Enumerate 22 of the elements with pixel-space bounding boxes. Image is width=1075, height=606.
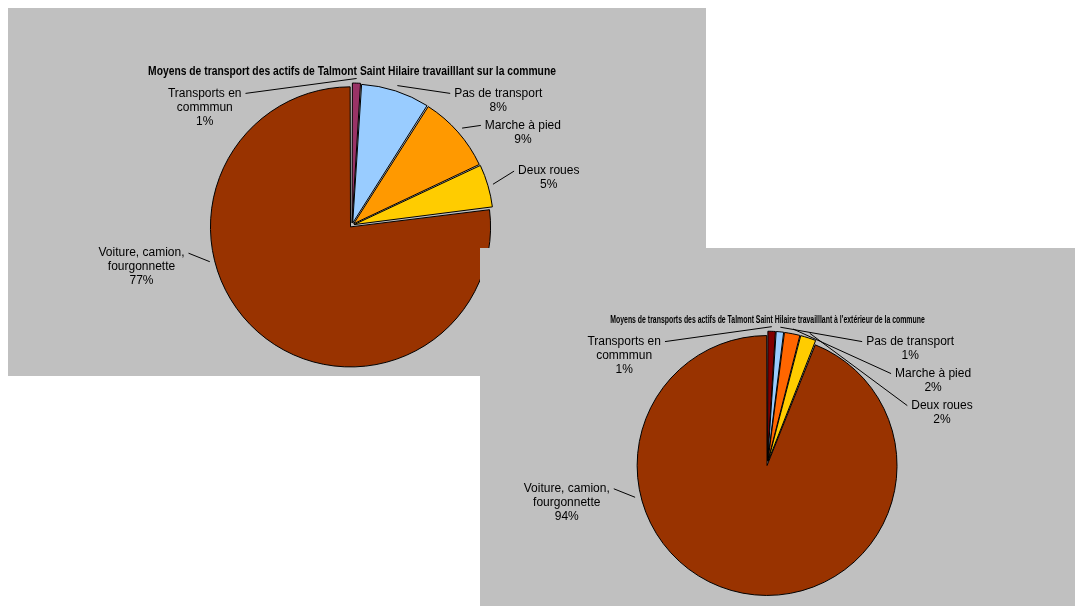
data-label: 77% [129, 273, 154, 288]
slice-label: Marche à pied [895, 365, 972, 380]
data-label: 1% [196, 113, 214, 128]
data-label: 8% [489, 99, 508, 114]
slice-label: Deux roues [911, 397, 973, 412]
slice-label: Voiture, camion, fourgonnette [523, 481, 610, 510]
data-label: 94% [554, 509, 580, 524]
chart-title: Moyens de transport des actifs de Talmont Saint Hilaire travailllant sur la commune [148, 63, 556, 77]
slice-label: Voiture, camion, fourgonnette [98, 245, 185, 274]
data-label: 1% [615, 361, 634, 376]
slice-label: Transports en commmun [167, 85, 242, 114]
slice-label: Deux roues [518, 163, 580, 178]
slice-label: Marche à pied [484, 117, 561, 132]
slice-label: Pas de transport [866, 333, 955, 348]
data-label: 2% [924, 379, 943, 394]
slice-label: Pas de transport [454, 85, 543, 100]
slice-label: Transports en commmun [587, 333, 661, 362]
data-label: 1% [901, 347, 920, 362]
data-label: 5% [540, 177, 558, 192]
data-label: 2% [933, 411, 951, 426]
chart-title: Moyens de transports des actifs de Talmont Saint Hilaire travailllant à l'extérieur de la commune [610, 313, 925, 326]
data-label: 9% [514, 131, 532, 146]
